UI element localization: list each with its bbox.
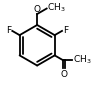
Text: CH$_3$: CH$_3$ (73, 54, 91, 66)
Text: O: O (34, 5, 41, 14)
Text: O: O (60, 70, 67, 79)
Text: F: F (6, 26, 11, 35)
Text: CH$_3$: CH$_3$ (47, 1, 66, 14)
Text: F: F (63, 26, 68, 35)
